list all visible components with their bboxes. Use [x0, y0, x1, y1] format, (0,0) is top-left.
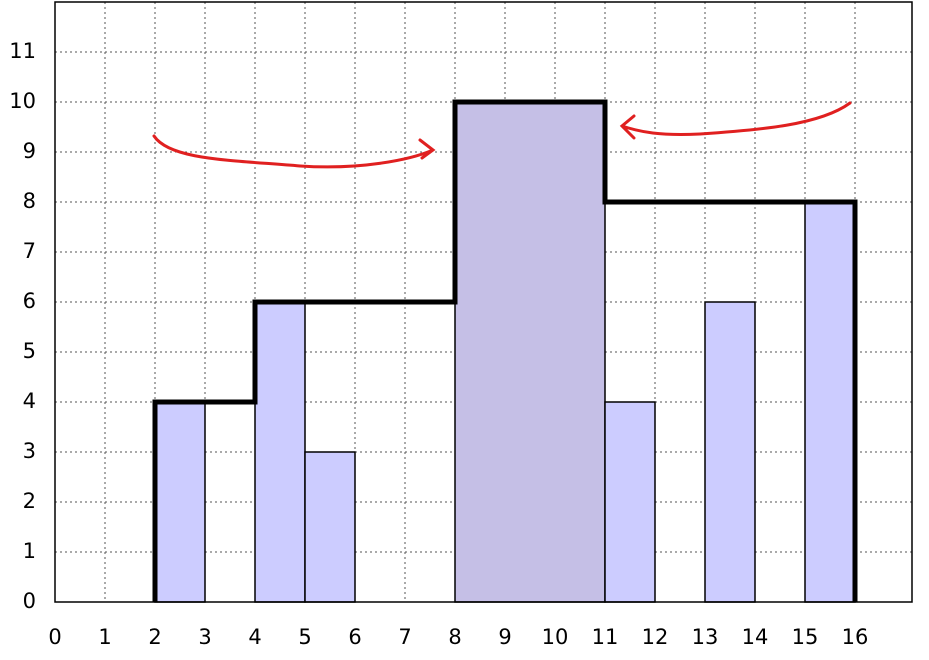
- x-tick-label: 7: [398, 625, 411, 649]
- y-tick-label: 1: [23, 539, 36, 563]
- bar: [454, 101, 606, 603]
- x-tick-label: 8: [448, 625, 461, 649]
- y-tick-label: 7: [23, 239, 36, 263]
- plot-frame: [54, 1, 913, 603]
- y-tick-label: 4: [23, 389, 36, 413]
- annotation-arrow: [619, 101, 852, 140]
- x-tick-label: 5: [298, 625, 311, 649]
- outline-line: [152, 99, 858, 602]
- x-tick-label: 1: [98, 625, 111, 649]
- y-tick-label: 8: [23, 189, 36, 213]
- y-tick-label: 11: [9, 39, 36, 63]
- x-tick-label: 14: [742, 625, 769, 649]
- y-tick-label: 2: [23, 489, 36, 513]
- x-tick-label: 16: [842, 625, 869, 649]
- x-tick-label: 12: [642, 625, 669, 649]
- annotation-arrow: [152, 134, 436, 169]
- bar: [704, 301, 756, 603]
- y-tick-label: 3: [23, 439, 36, 463]
- x-tick-label: 0: [48, 625, 61, 649]
- x-tick-label: 3: [198, 625, 211, 649]
- bar: [804, 201, 856, 603]
- x-tick-label: 13: [692, 625, 719, 649]
- bar: [254, 301, 306, 603]
- x-tick-label: 15: [792, 625, 819, 649]
- x-tick-label: 6: [348, 625, 361, 649]
- x-tick-label: 2: [148, 625, 161, 649]
- x-tick-label: 9: [498, 625, 511, 649]
- y-tick-label: 10: [9, 89, 36, 113]
- bar: [604, 401, 656, 603]
- bars: [154, 101, 856, 603]
- x-tick-label: 4: [248, 625, 261, 649]
- y-tick-label: 0: [23, 589, 36, 613]
- y-tick-label: 5: [23, 339, 36, 363]
- x-tick-label: 10: [542, 625, 569, 649]
- bar: [154, 401, 206, 603]
- y-tick-label: 6: [23, 289, 36, 313]
- x-tick-label: 11: [592, 625, 619, 649]
- bar: [304, 451, 356, 603]
- y-tick-label: 9: [23, 139, 36, 163]
- lines: [152, 99, 858, 602]
